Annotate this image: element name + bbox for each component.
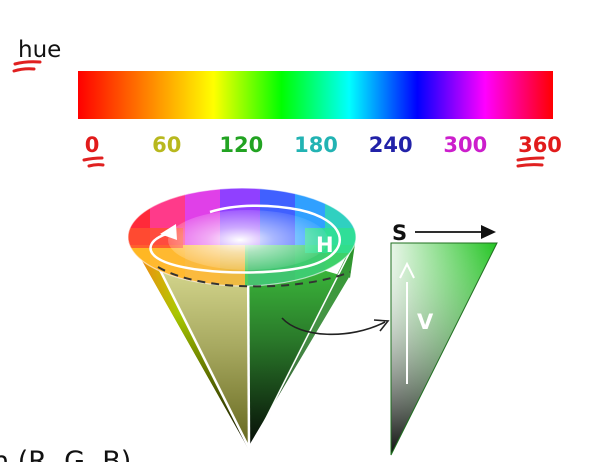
hue-tick-label-300: 300 bbox=[443, 133, 487, 157]
hue-spectrum-bar bbox=[78, 71, 553, 119]
zero-underline-mark-2 bbox=[87, 163, 105, 168]
hue-underline-mark-bottom bbox=[12, 67, 36, 73]
zero-underline-mark bbox=[82, 156, 104, 162]
cone-face-mid bbox=[248, 248, 350, 450]
hue-tick-labels: 0 60 120 180 240 300 360 bbox=[85, 133, 562, 157]
cone-outline bbox=[129, 239, 357, 454]
value-arrowhead bbox=[399, 261, 415, 279]
threesixty-underline-mark-2 bbox=[516, 163, 544, 168]
hue-h-label: H bbox=[316, 233, 334, 257]
cone-to-triangle-arrow bbox=[281, 317, 386, 336]
cone-dashed-back-rim bbox=[157, 266, 351, 288]
hue-tick-label-240: 240 bbox=[369, 133, 413, 157]
hue-label: hue bbox=[18, 37, 61, 63]
rgb-caption-fragment: n (R, G, B) bbox=[0, 446, 131, 462]
hue-tick-label-60: 60 bbox=[152, 133, 181, 157]
value-v-label: V bbox=[417, 310, 434, 334]
threesixty-underline-mark bbox=[516, 156, 545, 162]
sv-triangle: S V bbox=[390, 221, 498, 456]
saturation-s-label: S bbox=[392, 221, 407, 245]
hue-tick-label-180: 180 bbox=[294, 133, 338, 157]
hue-rotation-arrowhead bbox=[160, 224, 177, 240]
hue-tick-label-120: 120 bbox=[219, 133, 263, 157]
hsv-cone: H bbox=[127, 187, 357, 454]
sv-triangle-outline bbox=[390, 242, 498, 456]
hue-tick-label-360: 360 bbox=[518, 133, 562, 157]
cone-face-right-shade bbox=[249, 237, 356, 450]
saturation-arrowhead bbox=[481, 225, 496, 239]
cone-face-left-inner-shade bbox=[160, 248, 249, 450]
hue-rotation-arrow bbox=[149, 204, 341, 274]
hue-tick-label-0: 0 bbox=[85, 133, 100, 157]
hue-underline-mark-top bbox=[13, 60, 42, 66]
cone-to-triangle-arrowhead bbox=[373, 319, 390, 332]
